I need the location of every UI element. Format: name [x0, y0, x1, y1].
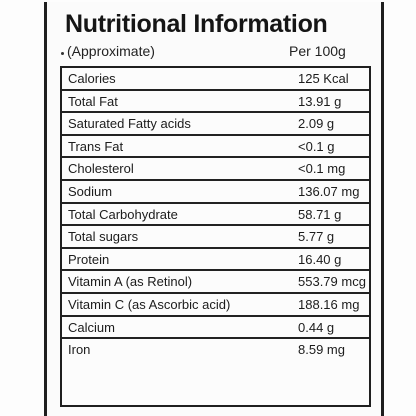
label-title: Nutritional Information	[65, 10, 328, 38]
nutrient-name: Protein	[68, 251, 110, 267]
nutrient-row-vitamin-c: Vitamin C (as Ascorbic acid) 188.16 mg	[62, 294, 369, 317]
nutrition-table: Calories 125 Kcal Total Fat 13.91 g Satu…	[60, 66, 371, 407]
nutrient-name: Sodium	[68, 183, 113, 199]
nutrient-name: Vitamin C (as Ascorbic acid)	[68, 296, 231, 312]
nutrient-name: Trans Fat	[68, 138, 124, 154]
nutrient-row-total-fat: Total Fat 13.91 g	[62, 91, 369, 114]
nutrient-value: <0.1 g	[298, 138, 335, 154]
nutrient-value: 13.91 g	[298, 93, 342, 109]
nutrient-row-calories: Calories 125 Kcal	[62, 68, 369, 91]
nutrient-value: 0.44 g	[298, 319, 335, 335]
nutrient-row-vitamin-a: Vitamin A (as Retinol) 553.79 mcg	[62, 271, 369, 294]
nutrient-value: 8.59 mg	[298, 342, 345, 358]
nutrient-name: Saturated Fatty acids	[68, 116, 191, 132]
nutrient-value: 16.40 g	[298, 251, 342, 267]
nutrient-row-calcium: Calcium 0.44 g	[62, 317, 369, 340]
nutrient-row-trans-fat: Trans Fat <0.1 g	[62, 136, 369, 159]
nutrient-row-protein: Protein 16.40 g	[62, 249, 369, 272]
nutrition-label: Nutritional Information (Approximate) Pe…	[44, 2, 384, 416]
nutrient-row-total-carbohydrate: Total Carbohydrate 58.71 g	[62, 204, 369, 227]
nutrient-name: Calcium	[68, 319, 115, 335]
nutrient-value: 125 Kcal	[298, 71, 349, 86]
nutrient-row-sodium: Sodium 136.07 mg	[62, 181, 369, 204]
nutrient-value: 188.16 mg	[298, 296, 360, 312]
nutrient-value: <0.1 mg	[298, 161, 346, 177]
nutrient-value: 58.71 g	[298, 206, 342, 222]
nutrient-value: 136.07 mg	[298, 183, 360, 199]
nutrient-row-iron: Iron 8.59 mg	[62, 339, 369, 362]
nutrient-row-total-sugars: Total sugars 5.77 g	[62, 226, 369, 249]
label-subtitle-per-100g: Per 100g	[289, 43, 346, 59]
nutrient-value: 5.77 g	[298, 229, 335, 245]
nutrient-value: 553.79 mcg	[298, 274, 366, 290]
print-dot	[61, 52, 64, 55]
nutrient-name: Vitamin A (as Retinol)	[68, 274, 193, 290]
label-subtitle-approximate: (Approximate)	[67, 43, 155, 59]
nutrient-row-saturated-fatty-acids: Saturated Fatty acids 2.09 g	[62, 113, 369, 136]
nutrient-value: 2.09 g	[298, 116, 335, 132]
nutrient-row-cholesterol: Cholesterol <0.1 mg	[62, 158, 369, 181]
nutrient-name: Total Fat	[68, 93, 118, 109]
nutrient-name: Total Carbohydrate	[68, 206, 178, 222]
nutrient-name: Cholesterol	[68, 161, 134, 177]
nutrient-name: Iron	[68, 342, 91, 358]
nutrient-name: Calories	[68, 71, 116, 86]
nutrient-name: Total sugars	[68, 229, 139, 245]
